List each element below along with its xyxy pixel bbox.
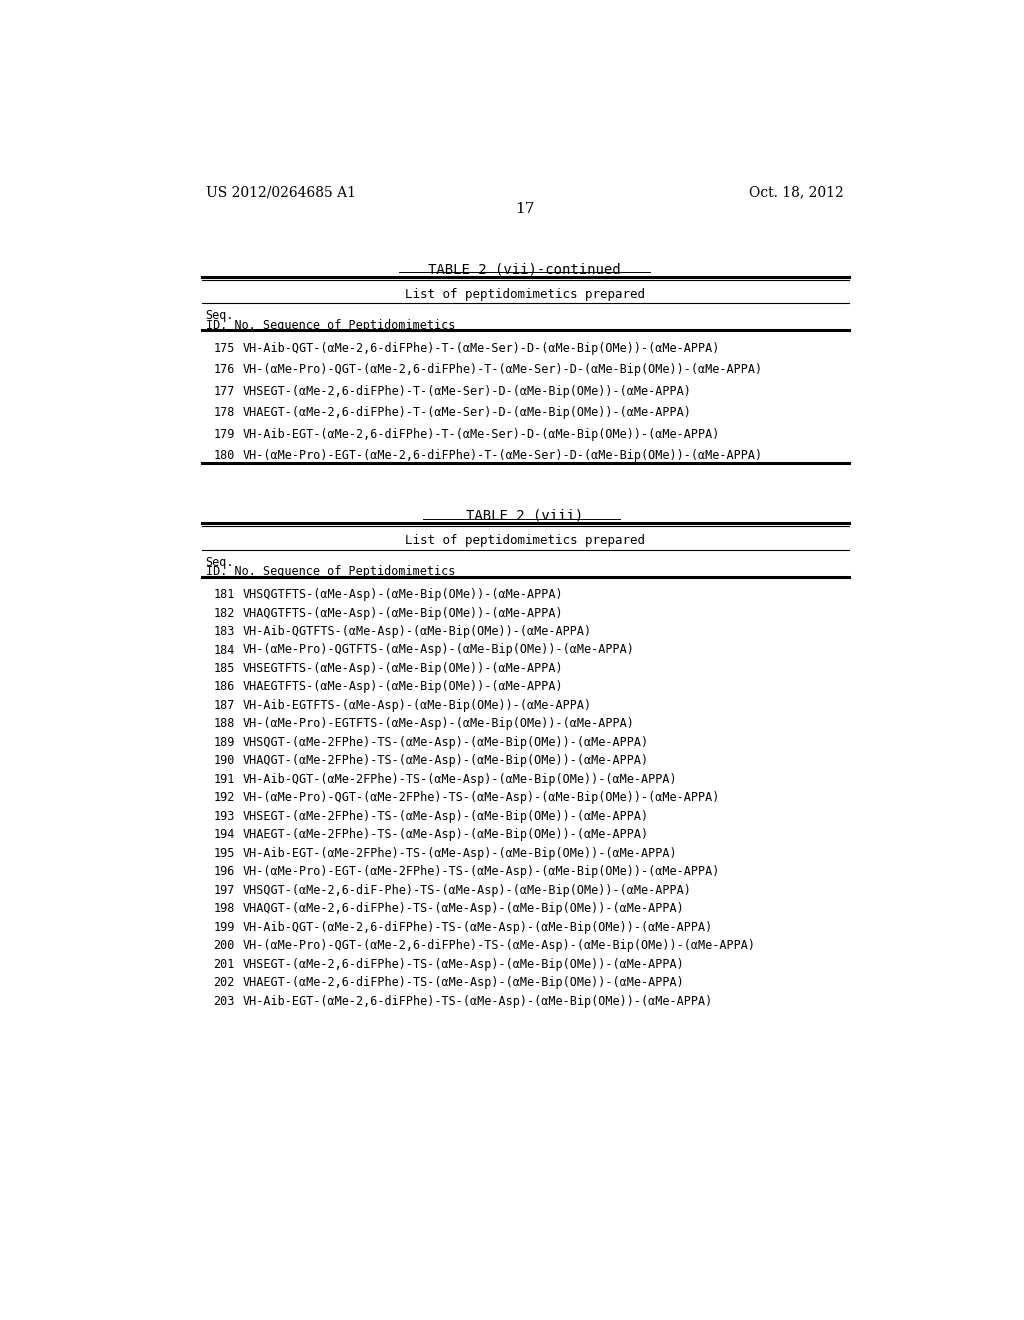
Text: 195: 195 (214, 847, 234, 859)
Text: VHAEGTFTS-(αMe-Asp)-(αMe-Bip(OMe))-(αMe-APPA): VHAEGTFTS-(αMe-Asp)-(αMe-Bip(OMe))-(αMe-… (243, 681, 563, 693)
Text: List of peptidomimetics prepared: List of peptidomimetics prepared (404, 288, 645, 301)
Text: VH-Aib-EGT-(αMe-2,6-diFPhe)-TS-(αMe-Asp)-(αMe-Bip(OMe))-(αMe-APPA): VH-Aib-EGT-(αMe-2,6-diFPhe)-TS-(αMe-Asp)… (243, 995, 713, 1007)
Text: 179: 179 (214, 428, 234, 441)
Text: 191: 191 (214, 774, 234, 785)
Text: Seq.: Seq. (206, 556, 234, 569)
Text: US 2012/0264685 A1: US 2012/0264685 A1 (206, 185, 355, 199)
Text: 196: 196 (214, 866, 234, 878)
Text: 176: 176 (214, 363, 234, 376)
Text: VHAQGTFTS-(αMe-Asp)-(αMe-Bip(OMe))-(αMe-APPA): VHAQGTFTS-(αMe-Asp)-(αMe-Bip(OMe))-(αMe-… (243, 607, 563, 619)
Text: ID. No. Sequence of Peptidomimetics: ID. No. Sequence of Peptidomimetics (206, 318, 455, 331)
Text: 183: 183 (214, 626, 234, 638)
Text: 201: 201 (214, 958, 234, 970)
Text: 182: 182 (214, 607, 234, 619)
Text: 199: 199 (214, 921, 234, 933)
Text: VH-Aib-QGT-(αMe-2FPhe)-TS-(αMe-Asp)-(αMe-Bip(OMe))-(αMe-APPA): VH-Aib-QGT-(αMe-2FPhe)-TS-(αMe-Asp)-(αMe… (243, 774, 677, 785)
Text: 17: 17 (515, 202, 535, 216)
Text: VHSQGT-(αMe-2FPhe)-TS-(αMe-Asp)-(αMe-Bip(OMe))-(αMe-APPA): VHSQGT-(αMe-2FPhe)-TS-(αMe-Asp)-(αMe-Bip… (243, 737, 649, 748)
Text: VH-(αMe-Pro)-QGTFTS-(αMe-Asp)-(αMe-Bip(OMe))-(αMe-APPA): VH-(αMe-Pro)-QGTFTS-(αMe-Asp)-(αMe-Bip(O… (243, 644, 635, 656)
Text: 190: 190 (214, 755, 234, 767)
Text: Oct. 18, 2012: Oct. 18, 2012 (750, 185, 844, 199)
Text: VHSEGT-(αMe-2,6-diFPhe)-TS-(αMe-Asp)-(αMe-Bip(OMe))-(αMe-APPA): VHSEGT-(αMe-2,6-diFPhe)-TS-(αMe-Asp)-(αM… (243, 958, 684, 970)
Text: 187: 187 (214, 700, 234, 711)
Text: VH-Aib-EGT-(αMe-2,6-diFPhe)-T-(αMe-Ser)-D-(αMe-Bip(OMe))-(αMe-APPA): VH-Aib-EGT-(αMe-2,6-diFPhe)-T-(αMe-Ser)-… (243, 428, 720, 441)
Text: VH-Aib-QGTFTS-(αMe-Asp)-(αMe-Bip(OMe))-(αMe-APPA): VH-Aib-QGTFTS-(αMe-Asp)-(αMe-Bip(OMe))-(… (243, 626, 592, 638)
Text: VHAEGT-(αMe-2FPhe)-TS-(αMe-Asp)-(αMe-Bip(OMe))-(αMe-APPA): VHAEGT-(αMe-2FPhe)-TS-(αMe-Asp)-(αMe-Bip… (243, 829, 649, 841)
Text: VH-(αMe-Pro)-QGT-(αMe-2FPhe)-TS-(αMe-Asp)-(αMe-Bip(OMe))-(αMe-APPA): VH-(αMe-Pro)-QGT-(αMe-2FPhe)-TS-(αMe-Asp… (243, 792, 720, 804)
Text: VH-Aib-EGT-(αMe-2FPhe)-TS-(αMe-Asp)-(αMe-Bip(OMe))-(αMe-APPA): VH-Aib-EGT-(αMe-2FPhe)-TS-(αMe-Asp)-(αMe… (243, 847, 677, 859)
Text: TABLE 2 (viii): TABLE 2 (viii) (466, 508, 584, 523)
Text: VHSEGT-(αMe-2,6-diFPhe)-T-(αMe-Ser)-D-(αMe-Bip(OMe))-(αMe-APPA): VHSEGT-(αMe-2,6-diFPhe)-T-(αMe-Ser)-D-(α… (243, 385, 691, 397)
Text: 189: 189 (214, 737, 234, 748)
Text: 203: 203 (214, 995, 234, 1007)
Text: 198: 198 (214, 903, 234, 915)
Text: 194: 194 (214, 829, 234, 841)
Text: VH-Aib-QGT-(αMe-2,6-diFPhe)-T-(αMe-Ser)-D-(αMe-Bip(OMe))-(αMe-APPA): VH-Aib-QGT-(αMe-2,6-diFPhe)-T-(αMe-Ser)-… (243, 342, 720, 355)
Text: VHSQGTFTS-(αMe-Asp)-(αMe-Bip(OMe))-(αMe-APPA): VHSQGTFTS-(αMe-Asp)-(αMe-Bip(OMe))-(αMe-… (243, 589, 563, 601)
Text: VHAEGT-(αMe-2,6-diFPhe)-T-(αMe-Ser)-D-(αMe-Bip(OMe))-(αMe-APPA): VHAEGT-(αMe-2,6-diFPhe)-T-(αMe-Ser)-D-(α… (243, 407, 691, 420)
Text: Seq.: Seq. (206, 309, 234, 322)
Text: 184: 184 (214, 644, 234, 656)
Text: VH-(αMe-Pro)-QGT-(αMe-2,6-diFPhe)-TS-(αMe-Asp)-(αMe-Bip(OMe))-(αMe-APPA): VH-(αMe-Pro)-QGT-(αMe-2,6-diFPhe)-TS-(αM… (243, 940, 756, 952)
Text: 178: 178 (214, 407, 234, 420)
Text: VHSEGT-(αMe-2FPhe)-TS-(αMe-Asp)-(αMe-Bip(OMe))-(αMe-APPA): VHSEGT-(αMe-2FPhe)-TS-(αMe-Asp)-(αMe-Bip… (243, 810, 649, 822)
Text: 200: 200 (214, 940, 234, 952)
Text: 181: 181 (214, 589, 234, 601)
Text: VH-(αMe-Pro)-EGT-(αMe-2FPhe)-TS-(αMe-Asp)-(αMe-Bip(OMe))-(αMe-APPA): VH-(αMe-Pro)-EGT-(αMe-2FPhe)-TS-(αMe-Asp… (243, 866, 720, 878)
Text: VHAEGT-(αMe-2,6-diFPhe)-TS-(αMe-Asp)-(αMe-Bip(OMe))-(αMe-APPA): VHAEGT-(αMe-2,6-diFPhe)-TS-(αMe-Asp)-(αM… (243, 977, 684, 989)
Text: VH-Aib-QGT-(αMe-2,6-diFPhe)-TS-(αMe-Asp)-(αMe-Bip(OMe))-(αMe-APPA): VH-Aib-QGT-(αMe-2,6-diFPhe)-TS-(αMe-Asp)… (243, 921, 713, 933)
Text: VH-(αMe-Pro)-EGTFTS-(αMe-Asp)-(αMe-Bip(OMe))-(αMe-APPA): VH-(αMe-Pro)-EGTFTS-(αMe-Asp)-(αMe-Bip(O… (243, 718, 635, 730)
Text: VHAQGT-(αMe-2,6-diFPhe)-TS-(αMe-Asp)-(αMe-Bip(OMe))-(αMe-APPA): VHAQGT-(αMe-2,6-diFPhe)-TS-(αMe-Asp)-(αM… (243, 903, 684, 915)
Text: 193: 193 (214, 810, 234, 822)
Text: VHSEGTFTS-(αMe-Asp)-(αMe-Bip(OMe))-(αMe-APPA): VHSEGTFTS-(αMe-Asp)-(αMe-Bip(OMe))-(αMe-… (243, 663, 563, 675)
Text: 186: 186 (214, 681, 234, 693)
Text: 177: 177 (214, 385, 234, 397)
Text: List of peptidomimetics prepared: List of peptidomimetics prepared (404, 535, 645, 548)
Text: VH-Aib-EGTFTS-(αMe-Asp)-(αMe-Bip(OMe))-(αMe-APPA): VH-Aib-EGTFTS-(αMe-Asp)-(αMe-Bip(OMe))-(… (243, 700, 592, 711)
Text: VH-(αMe-Pro)-QGT-(αMe-2,6-diFPhe)-T-(αMe-Ser)-D-(αMe-Bip(OMe))-(αMe-APPA): VH-(αMe-Pro)-QGT-(αMe-2,6-diFPhe)-T-(αMe… (243, 363, 763, 376)
Text: VH-(αMe-Pro)-EGT-(αMe-2,6-diFPhe)-T-(αMe-Ser)-D-(αMe-Bip(OMe))-(αMe-APPA): VH-(αMe-Pro)-EGT-(αMe-2,6-diFPhe)-T-(αMe… (243, 449, 763, 462)
Text: 188: 188 (214, 718, 234, 730)
Text: 180: 180 (214, 449, 234, 462)
Text: VHSQGT-(αMe-2,6-diF-Phe)-TS-(αMe-Asp)-(αMe-Bip(OMe))-(αMe-APPA): VHSQGT-(αMe-2,6-diF-Phe)-TS-(αMe-Asp)-(α… (243, 884, 691, 896)
Text: 192: 192 (214, 792, 234, 804)
Text: TABLE 2 (vii)-continued: TABLE 2 (vii)-continued (428, 263, 622, 276)
Text: 185: 185 (214, 663, 234, 675)
Text: ID. No. Sequence of Peptidomimetics: ID. No. Sequence of Peptidomimetics (206, 565, 455, 578)
Text: 175: 175 (214, 342, 234, 355)
Text: 202: 202 (214, 977, 234, 989)
Text: 197: 197 (214, 884, 234, 896)
Text: VHAQGT-(αMe-2FPhe)-TS-(αMe-Asp)-(αMe-Bip(OMe))-(αMe-APPA): VHAQGT-(αMe-2FPhe)-TS-(αMe-Asp)-(αMe-Bip… (243, 755, 649, 767)
